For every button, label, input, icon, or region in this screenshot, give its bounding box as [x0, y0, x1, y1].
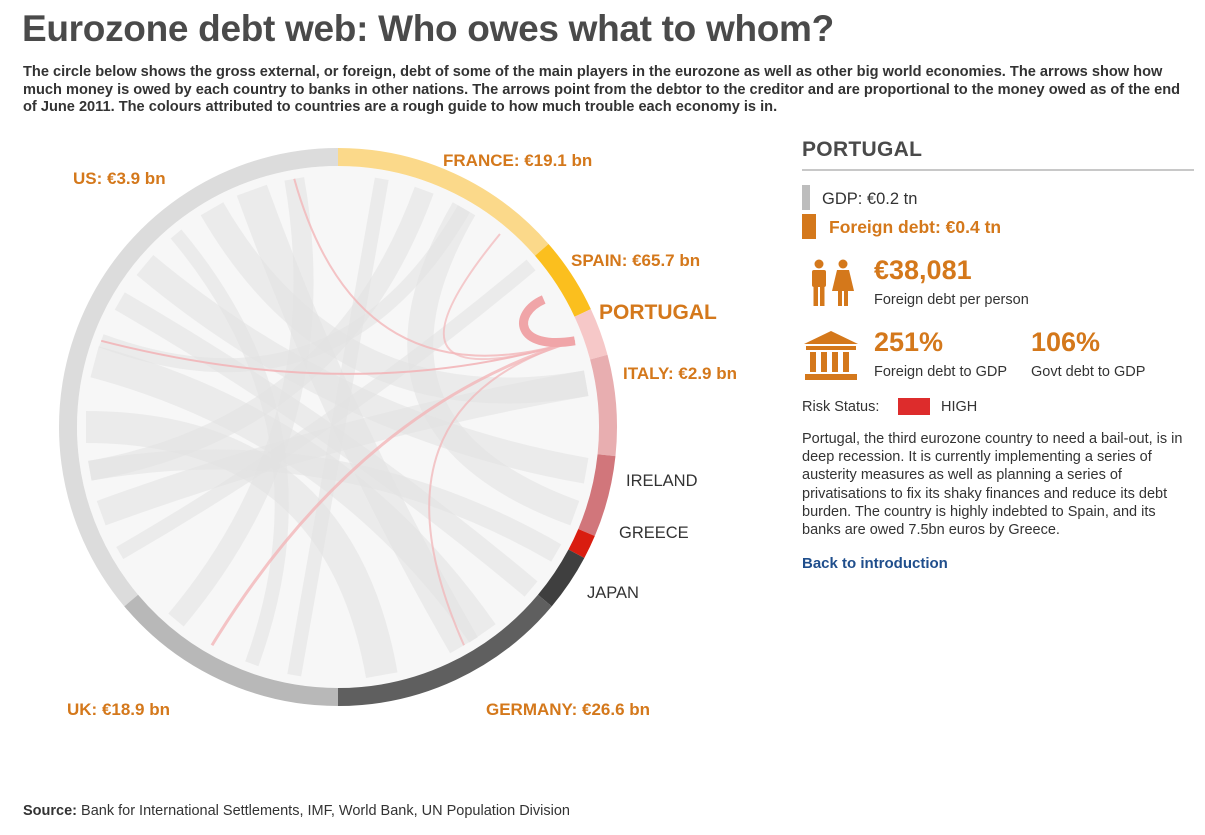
foreign-debt-bar	[802, 214, 816, 239]
govt-debt-gdp-label: Govt debt to GDP	[1031, 364, 1146, 380]
flow-background	[88, 449, 562, 562]
people-icon	[812, 259, 854, 306]
bank-icon	[804, 331, 858, 380]
source-note: Source: Bank for International Settlemen…	[23, 803, 570, 819]
label-japan[interactable]: JAPAN	[587, 584, 639, 602]
risk-status-label: Risk Status:	[802, 399, 880, 415]
country-labels: US: €3.9 bn FRANCE: €19.1 bn SPAIN: €65.…	[67, 151, 737, 719]
page-title: Eurozone debt web: Who owes what to whom…	[22, 8, 834, 49]
label-spain[interactable]: SPAIN: €65.7 bn	[571, 251, 700, 270]
foreign-debt-gdp-label: Foreign debt to GDP	[874, 364, 1007, 380]
country-heading: PORTUGAL	[802, 138, 1194, 171]
flow-background	[136, 255, 589, 484]
govt-debt-gdp-value: 106%	[1031, 327, 1101, 357]
debt-flows	[77, 166, 599, 688]
label-greece[interactable]: GREECE	[619, 524, 689, 542]
ring-segment-spain[interactable]	[534, 243, 591, 317]
debt-per-person-value: €38,081	[874, 255, 972, 285]
ring-segment-portugal[interactable]	[574, 309, 608, 360]
flow-portugal	[428, 339, 576, 646]
ring-segment-ireland[interactable]	[578, 454, 616, 537]
label-us[interactable]: US: €3.9 bn	[73, 169, 166, 188]
gdp-value: GDP: €0.2 tn	[822, 190, 918, 208]
flow-background	[168, 177, 314, 627]
ring-segment-germany[interactable]	[337, 594, 552, 706]
country-ring	[59, 148, 617, 706]
flow-portugal	[293, 178, 576, 357]
risk-swatch	[898, 398, 930, 415]
country-description: Portugal, the third eurozone country to …	[802, 431, 1183, 539]
ring-segment-italy[interactable]	[590, 354, 617, 457]
flow-background	[85, 411, 398, 678]
flow-portugal-spain	[519, 295, 576, 347]
label-france[interactable]: FRANCE: €19.1 bn	[443, 151, 592, 170]
risk-status-value: HIGH	[941, 399, 978, 415]
back-to-introduction-link[interactable]: Back to introduction	[802, 555, 948, 572]
label-uk[interactable]: UK: €18.9 bn	[67, 700, 170, 719]
debt-web-diagram: US: €3.9 bn FRANCE: €19.1 bn SPAIN: €65.…	[59, 148, 737, 719]
country-info-panel: PORTUGAL GDP: €0.2 tn Foreign debt: €0.4…	[802, 138, 1194, 572]
ring-segment-greece[interactable]	[568, 528, 595, 558]
ring-segment-us[interactable]	[59, 148, 339, 607]
ring-segment-japan[interactable]	[537, 549, 585, 607]
flow-background	[200, 202, 589, 404]
label-portugal[interactable]: PORTUGAL	[599, 301, 717, 324]
intro-text: The circle below shows the gross externa…	[23, 64, 1181, 115]
label-italy[interactable]: ITALY: €2.9 bn	[623, 364, 737, 383]
ring-segment-france[interactable]	[337, 148, 549, 256]
ring-segment-uk[interactable]	[124, 594, 339, 706]
flow-portugal	[443, 233, 576, 361]
source-label: Source:	[23, 803, 77, 819]
flow-background	[116, 259, 536, 560]
source-text: Bank for International Settlements, IMF,…	[77, 803, 570, 819]
debt-per-person-label: Foreign debt per person	[874, 292, 1029, 308]
label-ireland[interactable]: IRELAND	[626, 472, 698, 490]
gdp-bar	[802, 185, 810, 210]
flow-background	[287, 177, 389, 677]
label-germany[interactable]: GERMANY: €26.6 bn	[486, 700, 650, 719]
foreign-debt-gdp-value: 251%	[874, 327, 944, 357]
foreign-debt-value: Foreign debt: €0.4 tn	[829, 217, 1002, 237]
flow-portugal	[210, 339, 576, 647]
